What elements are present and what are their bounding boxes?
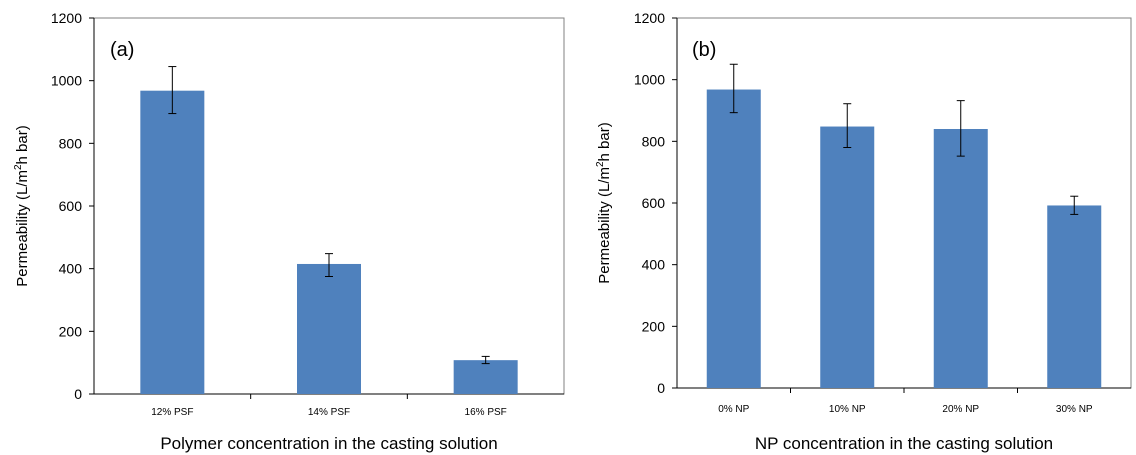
x-axis-label: NP concentration in the casting solution xyxy=(755,434,1053,453)
y-axis-label-main: Permeability (L/m xyxy=(14,170,31,287)
y-tick-label: 0 xyxy=(657,380,665,396)
y-axis-label-superscript: 2 xyxy=(13,164,24,170)
y-tick-label: 200 xyxy=(59,323,83,339)
panel-label: (b) xyxy=(692,39,716,61)
bar xyxy=(140,90,205,395)
y-axis-label: Permeability (L/m2h bar) xyxy=(595,122,613,283)
y-tick-label: 200 xyxy=(642,318,666,334)
panel-label: (a) xyxy=(110,39,134,61)
bar xyxy=(933,129,988,388)
y-axis-label-tail: h bar) xyxy=(14,125,31,164)
x-category-label: 16% PSF xyxy=(465,407,507,418)
x-category-label: 10% NP xyxy=(829,404,866,415)
bar xyxy=(820,126,875,389)
x-category-label: 0% NP xyxy=(718,404,749,415)
bar xyxy=(1047,205,1102,388)
y-tick-label: 400 xyxy=(642,257,666,273)
x-category-label: 12% PSF xyxy=(151,407,193,418)
y-tick-label: 800 xyxy=(642,133,666,149)
y-axis-label-main: Permeability (L/m xyxy=(596,167,613,284)
x-category-label: 14% PSF xyxy=(308,407,350,418)
y-tick-label: 1200 xyxy=(51,10,82,26)
y-tick-label: 800 xyxy=(59,135,83,151)
y-tick-label: 600 xyxy=(59,198,83,214)
chart-panel-a: (a) Polymer concentration in the casting… xyxy=(13,10,565,453)
bar xyxy=(297,263,361,394)
x-category-label: 20% NP xyxy=(942,404,979,415)
y-axis-label-superscript: 2 xyxy=(595,161,606,167)
y-tick-label: 1000 xyxy=(634,72,665,88)
y-tick-label: 600 xyxy=(642,195,666,211)
bar xyxy=(453,360,518,394)
y-axis-label-tail: h bar) xyxy=(596,122,613,161)
x-axis-label: Polymer concentration in the casting sol… xyxy=(160,434,497,453)
chart-panel-b: (b) NP concentration in the casting solu… xyxy=(595,10,1132,453)
y-axis-label: Permeability (L/m2h bar) xyxy=(13,125,31,286)
bar xyxy=(706,89,761,389)
y-tick-label: 400 xyxy=(59,261,83,277)
x-category-label: 30% NP xyxy=(1056,404,1093,415)
y-tick-label: 0 xyxy=(74,386,82,402)
y-tick-label: 1200 xyxy=(634,10,665,26)
y-tick-label: 1000 xyxy=(51,73,82,89)
